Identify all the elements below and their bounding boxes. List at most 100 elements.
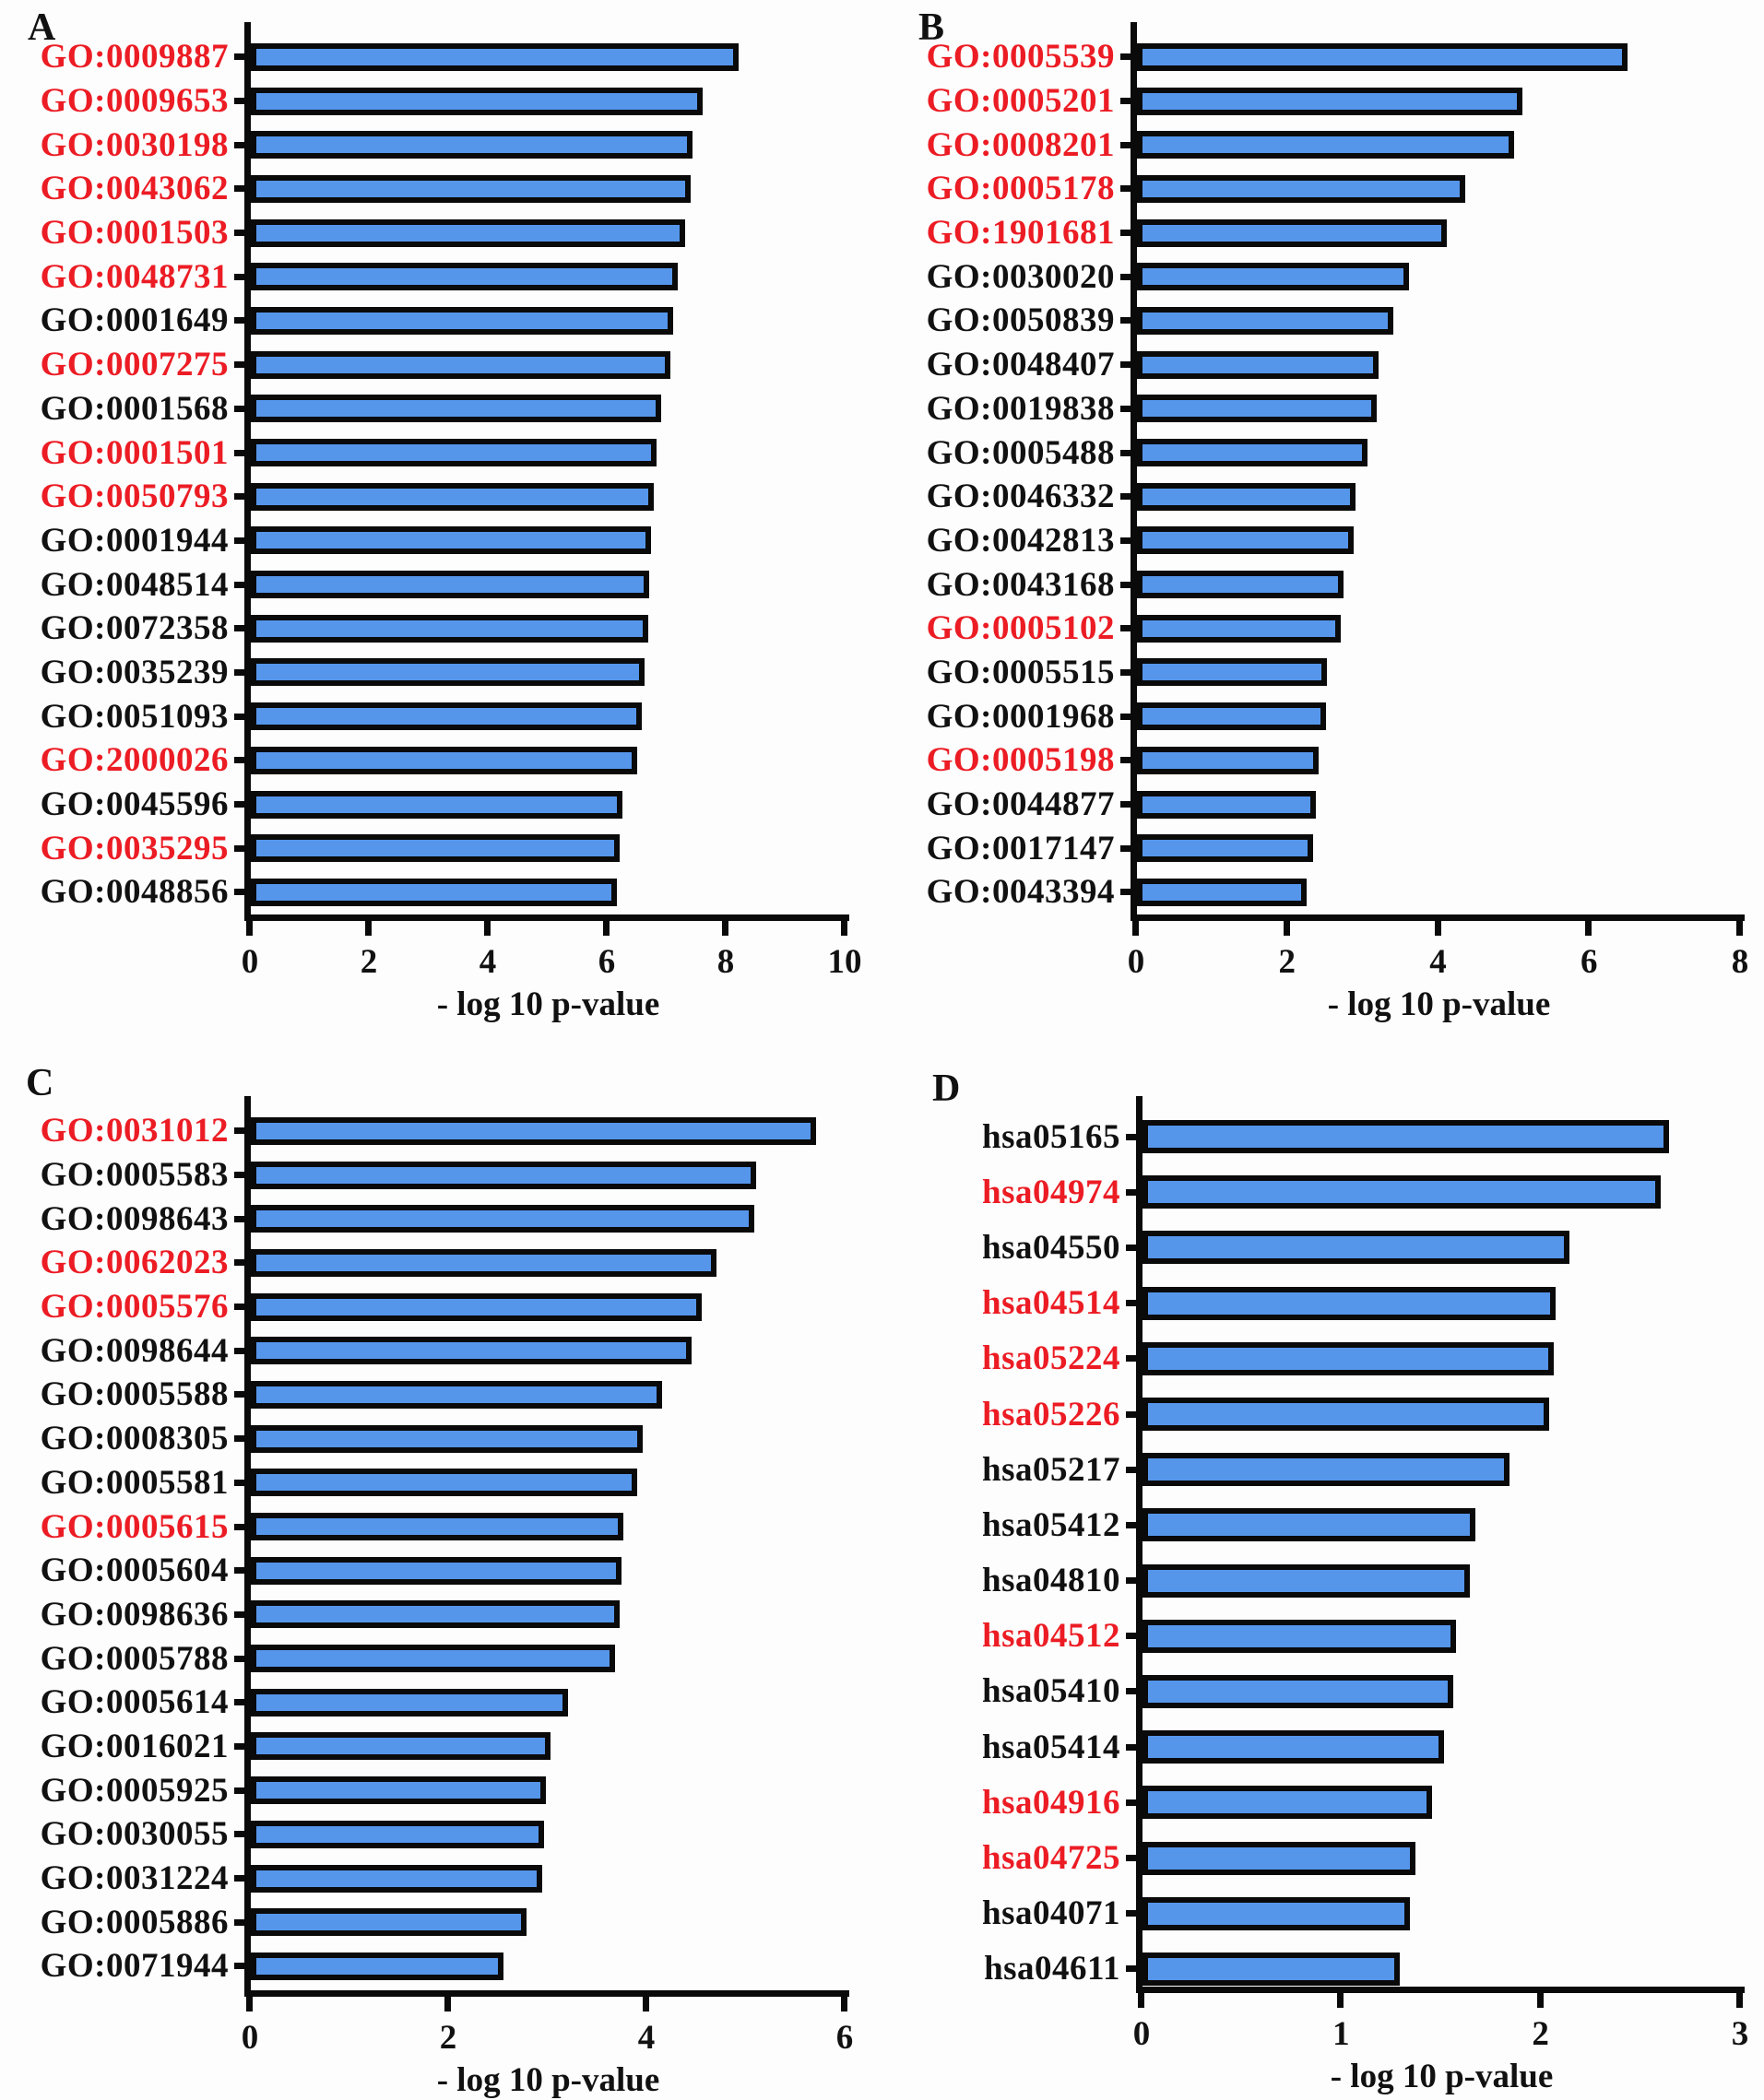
category-label: GO:0001649 xyxy=(40,301,229,340)
bar-row: GO:0005539 xyxy=(882,35,1628,79)
category-label: GO:0008201 xyxy=(926,125,1115,164)
category-tick-mark xyxy=(234,1963,251,1970)
category-tick-mark xyxy=(234,1567,251,1575)
category-tick-mark xyxy=(1126,1577,1142,1585)
x-tick-mark xyxy=(1736,1991,1743,2008)
category-tick-mark xyxy=(234,1523,251,1530)
bar-row: GO:0007275 xyxy=(0,343,739,387)
category-tick-mark xyxy=(234,185,251,193)
bar-rows: GO:0009887 GO:0009653 GO:0030198 GO:0043062… xyxy=(0,35,739,914)
pvalue-bar xyxy=(251,1908,527,1937)
category-label: GO:0043062 xyxy=(40,170,229,208)
category-tick-mark xyxy=(234,889,251,896)
bar-row: GO:0043394 xyxy=(882,870,1628,914)
bar-row: GO:1901681 xyxy=(882,211,1628,255)
category-label: GO:0048731 xyxy=(40,257,229,296)
pvalue-bar xyxy=(251,1732,551,1761)
category-label: GO:0030055 xyxy=(40,1815,229,1854)
category-label: GO:0042813 xyxy=(926,521,1115,560)
category-label: GO:0046332 xyxy=(926,478,1115,516)
category-label: GO:0005178 xyxy=(926,170,1115,208)
bar-row: GO:0001503 xyxy=(0,211,739,255)
bar-row: hsa05412 xyxy=(882,1497,1669,1552)
x-tick-mark xyxy=(1138,1991,1144,2008)
bar-row: GO:0030055 xyxy=(0,1812,816,1857)
category-label: GO:0001501 xyxy=(40,433,229,472)
category-label: GO:0001503 xyxy=(40,214,229,253)
category-label: hsa04514 xyxy=(982,1284,1120,1323)
category-tick-mark xyxy=(234,1347,251,1354)
bar-row: GO:0001649 xyxy=(0,299,739,343)
category-tick-mark xyxy=(1120,449,1137,456)
pvalue-bar xyxy=(1137,571,1344,599)
category-tick-mark xyxy=(234,1391,251,1398)
category-label: GO:0005581 xyxy=(40,1463,229,1502)
bar-row: GO:0044877 xyxy=(882,783,1628,827)
bar-row: GO:0009887 xyxy=(0,35,739,79)
pvalue-bar xyxy=(1137,42,1628,71)
bar-row: GO:0005583 xyxy=(0,1153,816,1197)
pvalue-bar xyxy=(1137,174,1465,203)
pvalue-bar xyxy=(251,1513,623,1541)
bar-row: hsa04916 xyxy=(882,1775,1669,1830)
category-label: GO:0031012 xyxy=(40,1112,229,1150)
bar-row: GO:0001501 xyxy=(0,431,739,475)
category-tick-mark xyxy=(1126,1743,1142,1751)
panel-b: B GO:0005539 GO:0005201 GO:0008201 GO:00051… xyxy=(882,0,1764,1048)
category-tick-mark xyxy=(1120,493,1137,501)
bar-row: GO:0005581 xyxy=(0,1461,816,1505)
bar-row: GO:0005576 xyxy=(0,1285,816,1329)
bar-row: GO:0030020 xyxy=(882,254,1628,299)
pvalue-bar xyxy=(251,1292,702,1321)
category-tick-mark xyxy=(1126,1633,1142,1640)
pvalue-bar xyxy=(1142,1619,1456,1653)
category-label: hsa04916 xyxy=(982,1783,1120,1822)
bar-row: GO:0005614 xyxy=(0,1681,816,1725)
category-label: GO:0008305 xyxy=(40,1420,229,1458)
panel-c: C GO:0031012 GO:0005583 GO:0098643 GO:00620… xyxy=(0,1048,882,2099)
pvalue-bar xyxy=(251,439,657,467)
category-tick-mark xyxy=(234,230,251,237)
category-label: hsa04611 xyxy=(984,1950,1120,1988)
bar-row: GO:0001568 xyxy=(0,387,739,431)
pvalue-bar xyxy=(251,878,617,906)
category-tick-mark xyxy=(234,273,251,280)
bar-rows: hsa05165 hsa04974 hsa04550 hsa04514 hsa05224… xyxy=(882,1109,1669,1997)
bar-row: GO:0048407 xyxy=(882,343,1628,387)
x-tick-mark xyxy=(643,1995,649,2012)
pvalue-bar xyxy=(251,1424,643,1453)
category-tick-mark xyxy=(1126,1910,1142,1917)
bar-row: hsa04611 xyxy=(882,1941,1669,1997)
category-tick-mark xyxy=(1120,757,1137,764)
x-tick-label: 4 xyxy=(637,2019,656,2057)
bar-row: GO:0050839 xyxy=(882,299,1628,343)
category-label: GO:0071944 xyxy=(40,1947,229,1986)
x-tick-label: 3 xyxy=(1731,2015,1749,2053)
x-tick-mark xyxy=(1736,919,1743,936)
pvalue-bar xyxy=(1142,1730,1444,1764)
x-tick-mark xyxy=(841,919,847,936)
bar-row: hsa05414 xyxy=(882,1719,1669,1775)
bar-row: GO:0098644 xyxy=(0,1328,816,1373)
bar-row: GO:0043168 xyxy=(882,562,1628,607)
pvalue-bar xyxy=(251,571,649,599)
pvalue-bar xyxy=(1137,395,1377,423)
pvalue-bar xyxy=(1142,1674,1453,1708)
x-tick-mark xyxy=(246,919,253,936)
x-axis-title: - log 10 p-value xyxy=(436,2061,660,2099)
pvalue-bar xyxy=(251,218,685,247)
category-label: GO:0005201 xyxy=(926,82,1115,121)
pvalue-bar xyxy=(251,614,648,643)
bar-row: GO:0005925 xyxy=(0,1768,816,1812)
pvalue-bar xyxy=(251,1116,816,1145)
pvalue-bar xyxy=(251,1205,754,1233)
pvalue-bar xyxy=(251,482,654,511)
pvalue-bar xyxy=(251,1952,503,1980)
category-label: GO:0050839 xyxy=(926,301,1115,340)
x-axis-title: - log 10 p-value xyxy=(436,985,660,1023)
x-tick-label: 6 xyxy=(1580,943,1598,981)
x-tick-mark xyxy=(1434,919,1441,936)
bar-row: GO:0043062 xyxy=(0,167,739,211)
category-tick-mark xyxy=(1126,1410,1142,1418)
pvalue-bar xyxy=(1137,263,1409,291)
